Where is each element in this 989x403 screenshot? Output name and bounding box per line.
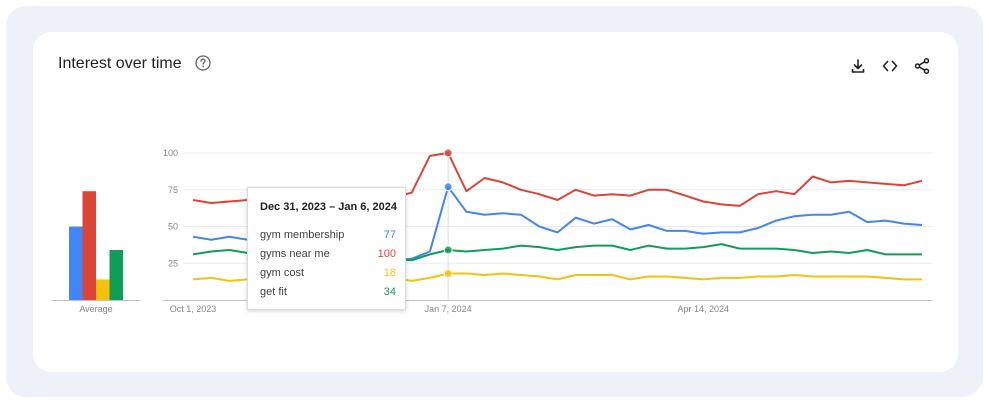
help-circle-icon[interactable] (195, 55, 211, 71)
hover-marker (443, 245, 453, 255)
average-bar (69, 226, 83, 300)
x-tick-label: Jan 7, 2024 (425, 304, 472, 314)
chart-tooltip: Dec 31, 2023 – Jan 6, 2024 gym membershi… (247, 187, 406, 310)
average-bar (109, 250, 123, 300)
x-tick-label: Apr 14, 2024 (678, 304, 730, 314)
tooltip-date: Dec 31, 2023 – Jan 6, 2024 (260, 201, 397, 213)
average-bar (82, 191, 96, 300)
share-icon[interactable] (913, 57, 931, 75)
tooltip-series-name: gym cost (260, 267, 305, 279)
hover-marker (443, 148, 453, 158)
code-embed-icon[interactable] (881, 57, 899, 75)
average-bar (96, 279, 110, 300)
tooltip-series-name: gym membership (260, 229, 345, 241)
tooltip-series-value: 34 (383, 286, 396, 298)
x-tick-label: Oct 1, 2023 (170, 304, 217, 314)
y-tick-label: 25 (168, 258, 178, 268)
hover-markers (443, 148, 453, 279)
average-bars: Average (52, 191, 140, 314)
y-tick-label: 75 (168, 185, 178, 195)
tooltip-series-value: 77 (383, 229, 396, 241)
hover-marker (443, 269, 453, 279)
x-axis-ticks: Oct 1, 2023 Jan 7, 2024 Apr 14, 2024 (170, 304, 729, 314)
y-axis-ticks: 25 50 75 100 (163, 148, 178, 268)
tooltip-series-value: 100 (377, 248, 396, 260)
chart-title: Interest over time (58, 55, 182, 72)
y-tick-label: 100 (163, 148, 178, 158)
chart-card (33, 32, 958, 372)
tooltip-series-name: gyms near me (260, 248, 330, 260)
tooltip-series-value: 18 (383, 267, 396, 279)
tooltip-series-name: get fit (260, 286, 287, 298)
hover-marker (443, 182, 453, 192)
average-label: Average (79, 304, 112, 314)
download-icon[interactable] (849, 57, 867, 75)
y-tick-label: 50 (168, 222, 178, 232)
